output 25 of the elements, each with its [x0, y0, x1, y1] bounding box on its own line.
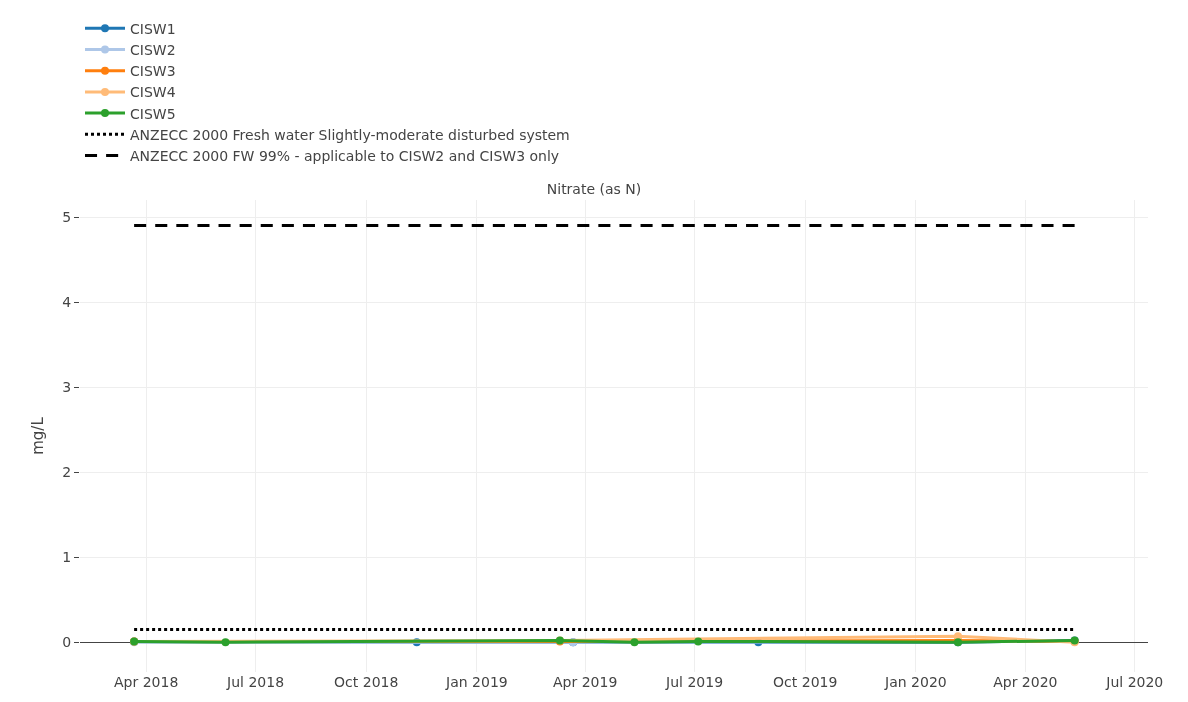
y-tick-label: 3: [62, 379, 72, 395]
x-tick-label: Jul 2018: [226, 674, 285, 690]
y-tick-label: 5: [62, 208, 72, 225]
legend-label: CISW2: [130, 41, 176, 58]
x-tick-label: Apr 2020: [993, 674, 1058, 690]
y-tick-label: 4: [62, 293, 72, 310]
legend-label: CISW1: [130, 20, 176, 37]
y-tick-label: 0: [62, 634, 72, 651]
legend-label: CISW3: [130, 63, 176, 80]
y-tick-label: 2: [62, 464, 72, 481]
x-tick-label: Jan 2020: [884, 674, 947, 690]
x-tick-label: Apr 2018: [113, 674, 179, 690]
y-axis-title: mg/L: [28, 416, 47, 455]
x-tick-label: Jul 2020: [1105, 674, 1164, 690]
legend-label: CISW5: [130, 105, 176, 122]
legend-label: CISW4: [130, 84, 176, 101]
x-tick-label: Oct 2018: [334, 674, 399, 690]
chart-title: Nitrate (as N): [546, 180, 642, 197]
y-tick-label: 1: [62, 549, 72, 566]
legend-label: ANZECC 2000 Fresh water Slightly-moderate disturbed system: [130, 126, 570, 143]
x-tick-label: Oct 2019: [773, 674, 838, 690]
x-tick-label: Jan 2019: [445, 674, 508, 690]
legend-label: ANZECC 2000 FW 99% - applicable to CISW2 and CISW3 only: [130, 147, 560, 164]
x-tick-label: Jul 2019: [665, 674, 724, 690]
x-tick-label: Apr 2019: [552, 674, 618, 690]
